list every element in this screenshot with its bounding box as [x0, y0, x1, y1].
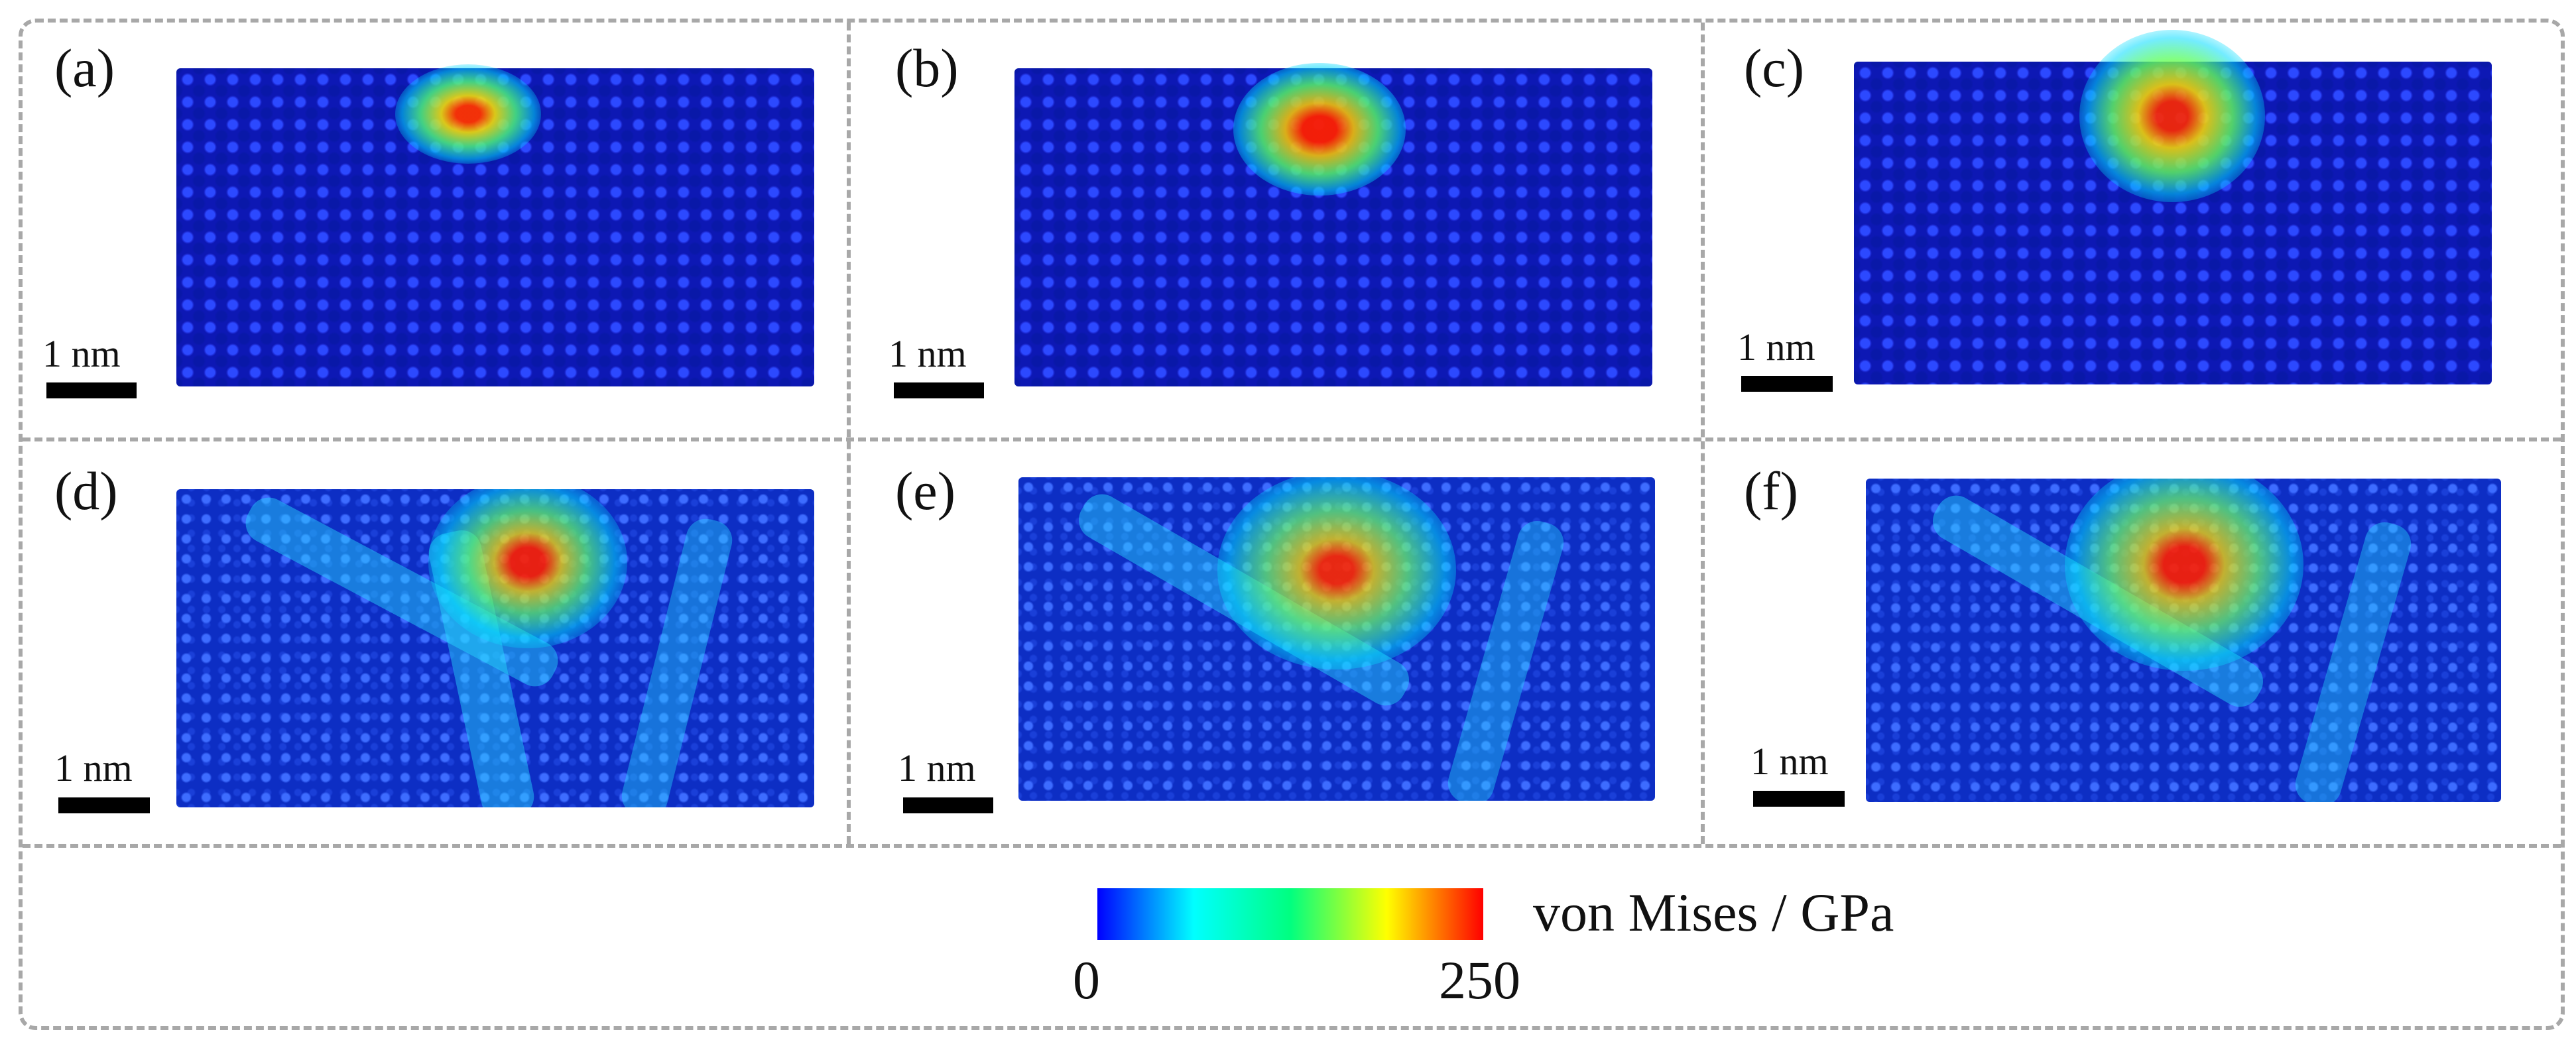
scale-bar [1753, 791, 1845, 807]
simulation-image [1014, 63, 1652, 386]
panel-label: (e) [895, 461, 956, 521]
stress-hotspot [428, 489, 627, 648]
scale-bar-label: 1 nm [898, 746, 976, 789]
panel-label: (b) [895, 38, 959, 98]
colorbar-title: von Mises / GPa [1533, 882, 1894, 943]
scale-bar-label: 1 nm [42, 332, 121, 375]
scale-bar [46, 382, 137, 398]
simulation-image [176, 489, 814, 807]
scale-bar [58, 797, 150, 813]
simulation-image [1866, 479, 2501, 802]
panel-label: (d) [54, 461, 118, 521]
column-divider-left [847, 23, 851, 844]
grain-boundary [617, 514, 737, 807]
stress-hotspot [2065, 479, 2303, 671]
stress-hotspot [2079, 30, 2265, 202]
colorbar-min-label: 0 [1073, 950, 1100, 1010]
grain-boundary [1443, 516, 1569, 801]
stress-hotspot [1217, 477, 1456, 669]
outer-dashed-frame [19, 19, 2565, 1030]
colorbar-max-label: 250 [1439, 950, 1520, 1010]
stress-hotspot [395, 64, 541, 164]
scale-bar [894, 382, 984, 398]
scale-bar [903, 797, 993, 813]
colorbar-gradient [1097, 888, 1483, 940]
grain-boundary [2290, 517, 2416, 802]
column-divider-right [1701, 23, 1705, 844]
scale-bar [1741, 376, 1833, 392]
panel-label: (f) [1744, 461, 1798, 521]
row-divider-top [23, 437, 2561, 441]
simulation-image [1018, 477, 1655, 801]
simulation-image [1854, 30, 2492, 384]
scale-bar-label: 1 nm [54, 746, 133, 789]
panel-label: (a) [54, 38, 115, 98]
scale-bar-label: 1 nm [1737, 325, 1815, 369]
simulation-image [176, 64, 814, 386]
stress-hotspot [1233, 63, 1406, 196]
panel-label: (c) [1744, 38, 1805, 98]
scale-bar-label: 1 nm [889, 332, 967, 375]
row-divider-bottom [23, 844, 2561, 848]
scale-bar-label: 1 nm [1750, 740, 1829, 783]
